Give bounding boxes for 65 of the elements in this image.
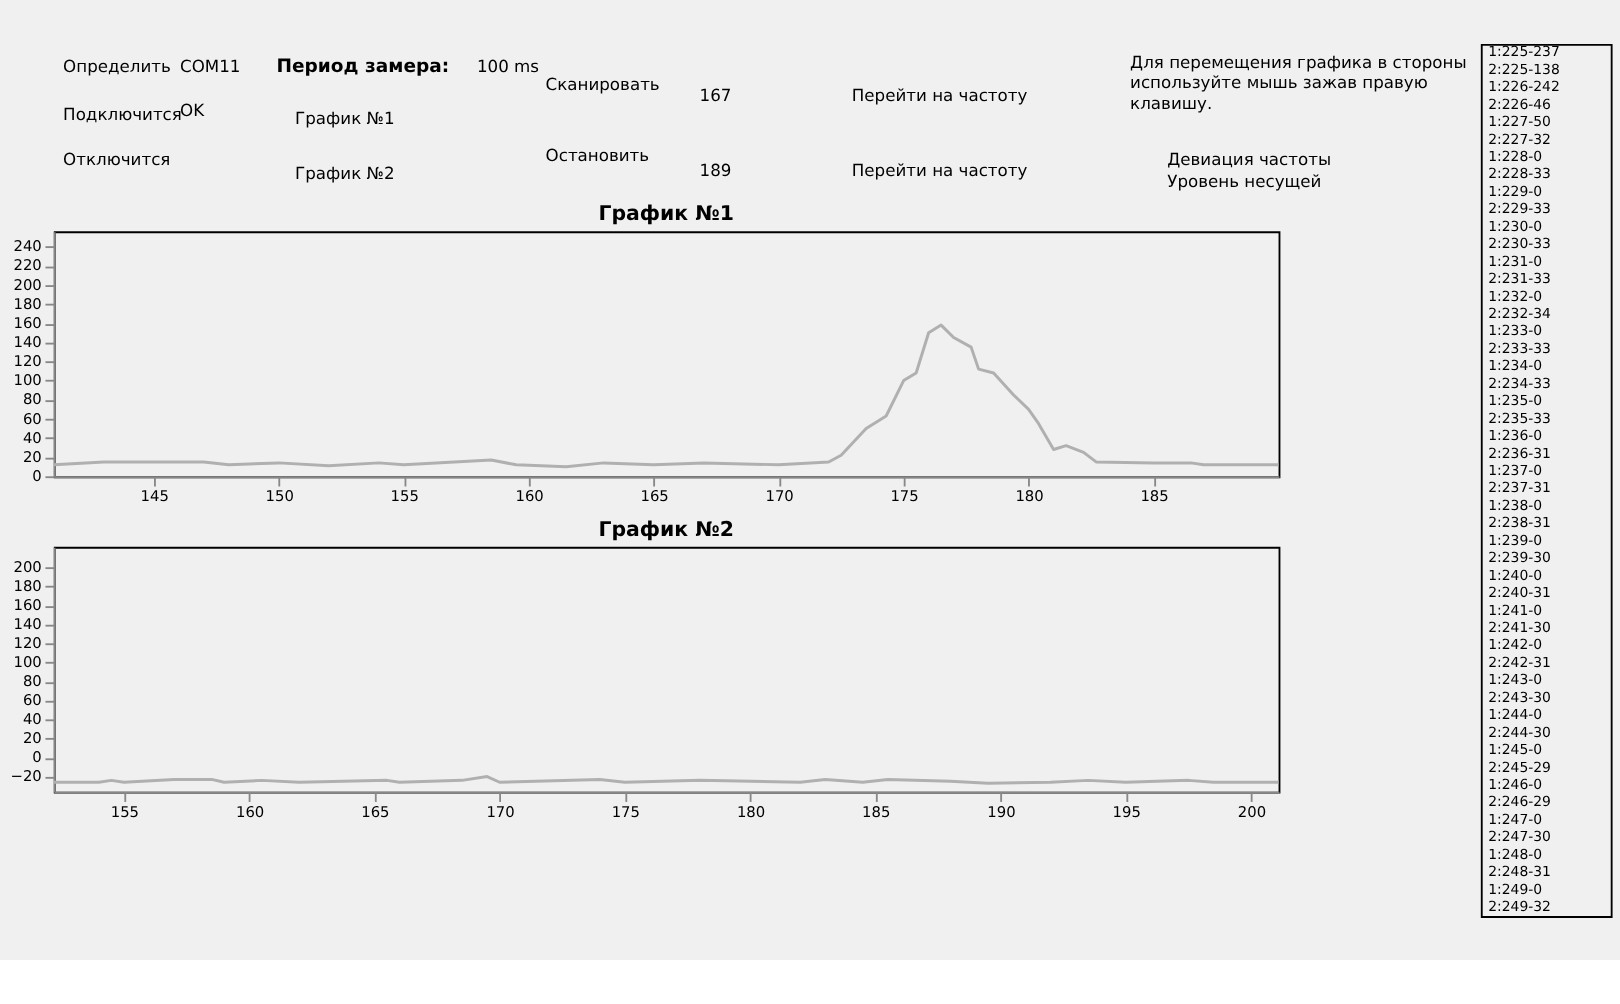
text: График №2	[295, 163, 395, 184]
x-tick-label: 180	[1015, 487, 1045, 506]
text: Остановить	[545, 144, 650, 165]
y-tick-label: 60	[22, 691, 43, 710]
line-series	[52, 323, 1281, 469]
y-tick-label: 0	[32, 466, 43, 485]
text: Период замера:	[276, 55, 450, 78]
y-tick-label: 40	[22, 710, 43, 729]
y-tick-label: 160	[13, 313, 43, 332]
x-tick-label: 165	[640, 487, 670, 506]
x-tick-label: 170	[765, 487, 795, 506]
text: 167	[699, 85, 732, 106]
x-tick-label: 145	[140, 487, 170, 506]
text: Определить	[63, 55, 172, 76]
x-tick-label: 200	[1237, 802, 1267, 821]
y-tick-label: 100	[13, 371, 43, 390]
y-tick-label: 60	[22, 409, 43, 428]
text: Перейти на частоту	[851, 159, 1028, 180]
y-tick-label: 120	[13, 634, 43, 653]
x-tick-label: 180	[736, 802, 766, 821]
x-tick-label: 190	[987, 802, 1017, 821]
x-tick-label: 185	[1140, 487, 1170, 506]
x-tick-label: 155	[390, 487, 420, 506]
y-tick-label: 220	[13, 256, 43, 275]
text: COM11	[180, 55, 241, 76]
chart-title: График №1	[598, 204, 734, 227]
text: Отключится	[63, 148, 171, 169]
y-tick-label: 140	[13, 332, 43, 351]
y-tick-label: 160	[13, 596, 43, 615]
x-tick-label: 160	[515, 487, 545, 506]
y-tick-label: 40	[22, 428, 43, 447]
x-tick-label: 165	[361, 802, 391, 821]
text: 189	[699, 159, 732, 180]
y-tick-label: 0	[32, 748, 43, 767]
y-tick-label: 20	[22, 447, 43, 466]
y-tick-label: 80	[22, 390, 43, 409]
x-tick-label: 195	[1112, 802, 1142, 821]
y-tick-label: 20	[22, 729, 43, 748]
text: Сканировать	[545, 74, 660, 95]
y-tick-label: 120	[13, 352, 43, 371]
y-tick-label: 180	[13, 577, 43, 596]
x-tick-label: 175	[890, 487, 920, 506]
text: Девиация частоты	[1167, 148, 1332, 169]
x-tick-label: 170	[486, 802, 516, 821]
text: Уровень несущей	[1167, 170, 1322, 191]
text: Подключится	[63, 104, 182, 124]
y-tick-label: 100	[13, 653, 43, 672]
y-tick-label: 140	[13, 615, 43, 634]
text: 100 ms	[476, 55, 540, 76]
y-tick-label: 180	[13, 294, 43, 313]
x-tick-label: 185	[862, 802, 891, 821]
x-tick-label: 155	[110, 802, 140, 821]
y-tick-label: 240	[13, 237, 43, 256]
y-tick-label: −20	[10, 767, 43, 786]
chart-title: График №2	[598, 519, 734, 542]
text: Перейти на частоту	[851, 85, 1028, 106]
text: График №1	[295, 107, 395, 128]
text: OK	[180, 100, 206, 121]
y-tick-label: 200	[13, 275, 43, 294]
text: Для перемещения графика в стороны используйте мышь зажав правую клавишу.	[1130, 52, 1467, 113]
y-tick-label: 80	[22, 672, 43, 691]
x-tick-label: 150	[265, 487, 295, 506]
y-tick-label: 200	[13, 558, 43, 577]
x-tick-label: 175	[611, 802, 641, 821]
x-tick-label: 160	[235, 802, 265, 821]
